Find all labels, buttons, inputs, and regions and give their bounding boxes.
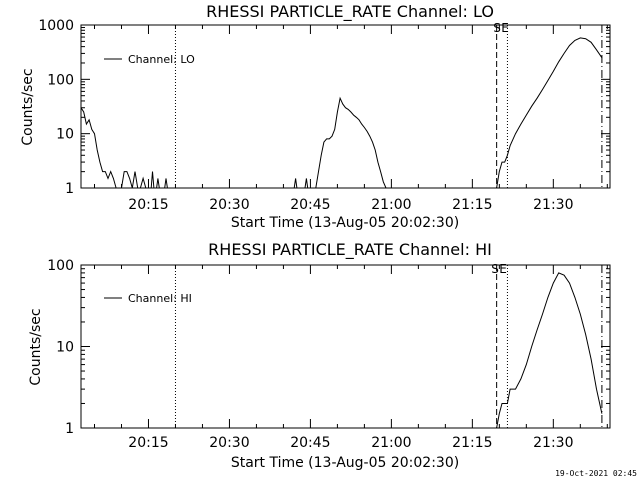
series-line-lo-segment-4 [315,96,387,189]
series-line-hi-segment-0 [496,272,603,429]
marker-label-s-hi: S [491,262,499,276]
plot-frame-lo [80,24,611,189]
y-axis-label-hi: Counts/sec [28,308,44,385]
x-tick-label-hi: 20:15 [128,435,168,451]
x-tick-label-hi: 20:30 [209,435,249,451]
y-tick-label-lo: 1000 [38,18,74,34]
marker-label-e-lo: E [501,21,509,35]
y-tick-label-hi: 1 [65,421,74,437]
series-line-lo-segment-0 [80,107,155,189]
x-tick-label-lo: 21:30 [533,197,573,213]
y-tick-label-hi: 10 [56,340,74,356]
x-tick-label-hi: 20:45 [290,435,330,451]
x-tick-label-lo: 20:15 [128,197,168,213]
y-tick-label-lo: 10 [56,127,74,143]
series-line-lo-segment-2 [293,178,298,189]
x-axis-label-hi: Start Time (13-Aug-05 20:02:30) [231,455,459,471]
legend-label-lo: Channel: LO [128,53,195,66]
plot-area-hi: 1 10 100 20:15 20:30 20:45 21:00 21:15 21:30 [47,258,611,451]
chart-title-lo: RHESSI PARTICLE_RATE Channel: LO [206,2,494,22]
y-tick-label-lo: 1 [65,181,74,197]
x-tick-label-hi: 21:15 [452,435,492,451]
legend-label-hi: Channel: HI [128,292,192,305]
footer-timestamp: 19-Oct-2021 02:45 [555,469,637,478]
marker-label-e-hi: E [499,262,507,276]
x-tick-label-lo: 20:45 [290,197,330,213]
plot-frame-hi [80,264,611,429]
series-line-lo-segment-5 [496,37,603,189]
x-tick-label-hi: 21:00 [371,435,411,451]
y-tick-label-lo: 100 [47,72,74,88]
panel-lo: RHESSI PARTICLE_RATE Channel: LO Counts/… [20,2,509,231]
y-axis-label-lo: Counts/sec [20,68,36,145]
x-tick-label-hi: 21:30 [533,435,573,451]
panel-hi: RHESSI PARTICLE_RATE Channel: HI Counts/… [28,240,507,471]
x-tick-label-lo: 20:30 [209,197,249,213]
series-line-lo-segment-1 [156,178,168,189]
x-tick-label-lo: 21:00 [371,197,411,213]
chart-title-hi: RHESSI PARTICLE_RATE Channel: HI [208,240,492,260]
x-tick-label-lo: 21:15 [452,197,492,213]
y-tick-label-hi: 100 [47,258,74,274]
x-axis-label-lo: Start Time (13-Aug-05 20:02:30) [231,215,459,231]
series-line-lo-segment-3 [304,178,309,189]
plot-area-lo: 1 10 100 1000 20:15 20:30 20:45 21:00 21:15 21:30 [38,18,611,213]
